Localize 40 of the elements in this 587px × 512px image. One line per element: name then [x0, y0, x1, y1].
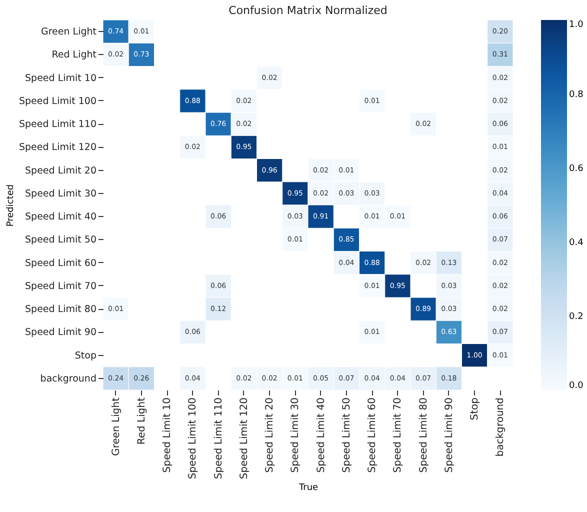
x-axis-title: True — [298, 483, 319, 494]
color-bar-label: 0.4 — [569, 238, 584, 248]
color-bar-label: 0.8 — [569, 90, 584, 100]
x-tick-label: Speed Limit 70 — [392, 398, 404, 473]
y-tick-label: Speed Limit 10 — [25, 72, 96, 84]
x-tick-label: Speed Limit 60 — [367, 398, 378, 473]
x-tick-label: Speed Limit 50 — [341, 398, 352, 473]
x-tick-label: Speed Limit 20 — [264, 398, 276, 473]
x-tick-label: Speed Limit 40 — [316, 398, 327, 473]
y-tick-label: Speed Limit 60 — [25, 258, 96, 269]
y-tick-label: Speed Limit 120 — [18, 142, 96, 154]
x-tick-label: background — [495, 398, 506, 457]
y-axis-title: Predicted — [6, 184, 16, 227]
color-bar-label: 1.0 — [569, 20, 584, 30]
y-tick-label: Red Light — [52, 50, 97, 61]
y-tick-label: Speed Limit 30 — [25, 188, 96, 200]
chart-title: Confusion Matrix Normalized — [228, 4, 388, 17]
x-tick-label: Speed Limit 110 — [213, 398, 224, 480]
x-tick-label: Red Light — [136, 397, 148, 445]
y-tick-label: Stop — [74, 350, 96, 362]
x-tick-label: Speed Limit 100 — [188, 398, 199, 480]
x-tick-label: Stop — [470, 398, 481, 420]
x-tick-label: Speed Limit 90 — [444, 398, 455, 473]
x-tick-label: Speed Limit 30 — [290, 398, 302, 473]
y-tick-label: Speed Limit 100 — [18, 96, 96, 107]
y-tick-label: Speed Limit 50 — [25, 234, 96, 246]
y-tick-label: Speed Limit 20 — [25, 165, 96, 176]
y-tick-label: Speed Limit 40 — [25, 212, 96, 223]
color-bar-label: 0.2 — [569, 312, 584, 322]
color-bar-label: 0.0 — [569, 381, 584, 391]
y-tick-label: Speed Limit 80 — [25, 304, 96, 316]
x-tick-label: Speed Limit 120 — [238, 398, 250, 480]
x-tick-label: Speed Limit 80 — [418, 398, 430, 473]
y-tick-label: background — [40, 373, 96, 384]
color-bar-label: 0.6 — [569, 164, 584, 174]
x-tick-label: Speed Limit 10 — [162, 398, 174, 473]
y-tick-label: Speed Limit 90 — [25, 327, 96, 338]
y-tick-label: Green Light — [41, 26, 97, 38]
y-tick-label: Speed Limit 110 — [18, 119, 96, 130]
y-tick-label: Speed Limit 70 — [25, 280, 96, 292]
